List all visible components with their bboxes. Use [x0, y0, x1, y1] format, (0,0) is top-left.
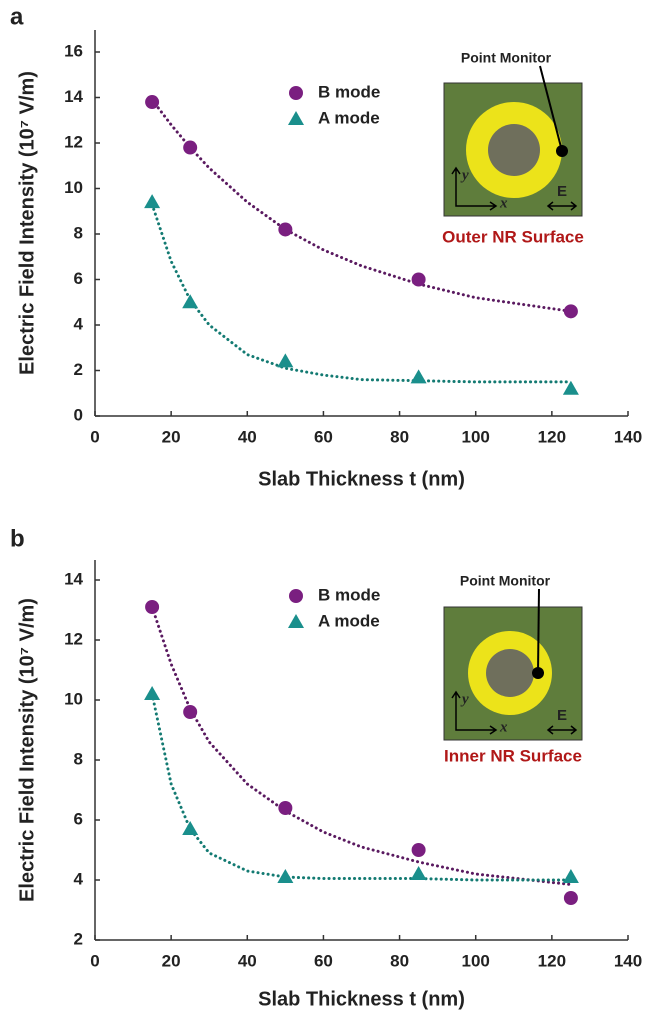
y-tick-label: 12	[64, 629, 83, 648]
inset-axes	[451, 166, 498, 211]
circle-marker	[411, 843, 426, 857]
triangle-marker	[182, 294, 199, 309]
fit-curve	[150, 202, 573, 384]
legend-marker	[289, 86, 303, 100]
panel-label: b	[10, 525, 25, 552]
inset-caption: Outer NR Surface	[442, 227, 584, 246]
legend-label: B mode	[318, 585, 380, 604]
e-arrow	[546, 725, 578, 735]
triangle-marker	[277, 869, 294, 883]
triangle-marker	[144, 686, 161, 700]
y-tick-label: 12	[64, 132, 83, 151]
monitor-dot	[532, 667, 544, 679]
triangle-marker	[410, 866, 427, 880]
inset-axes	[451, 690, 498, 735]
circle-marker	[183, 705, 198, 719]
triangle-marker	[182, 821, 199, 835]
legend-label: A mode	[318, 108, 380, 127]
y-tick-label: 4	[74, 869, 84, 888]
monitor-label: Point Monitor	[461, 50, 552, 66]
triangle-marker	[562, 380, 579, 395]
circle-marker	[411, 272, 426, 287]
triangle-marker	[410, 369, 427, 384]
triangle-marker	[144, 194, 161, 209]
x-tick-label: 0	[90, 427, 99, 446]
x-tick-label: 120	[538, 951, 566, 970]
monitor-pointer	[537, 588, 540, 674]
circle-marker	[278, 801, 293, 815]
legend-marker	[289, 589, 303, 603]
y-axis-label: Electric Field Intensity (10⁷ V/m)	[16, 71, 38, 375]
y-tick-label: 6	[74, 269, 83, 288]
circle-marker	[563, 891, 578, 905]
x-axis-label: Slab Thickness t (nm)	[258, 468, 465, 490]
x-tick-label: 20	[162, 427, 181, 446]
x-axis-label: Slab Thickness t (nm)	[258, 988, 465, 1010]
x-tick-label: 20	[162, 951, 181, 970]
x-tick-label: 60	[314, 951, 333, 970]
e-label: E	[557, 183, 567, 200]
e-arrow	[546, 201, 578, 211]
circle-marker	[563, 304, 578, 319]
legend-marker	[288, 111, 304, 125]
circle-marker	[145, 600, 160, 614]
circle-marker	[145, 95, 160, 110]
y-tick-label: 10	[64, 689, 83, 708]
triangle-marker	[562, 869, 579, 883]
circle-marker	[183, 140, 198, 155]
x-tick-label: 80	[390, 951, 409, 970]
monitor-pointer	[539, 65, 563, 152]
y-tick-label: 6	[74, 809, 83, 828]
monitor-label: Point Monitor	[460, 573, 551, 589]
y-tick-label: 10	[64, 178, 83, 197]
y-tick-label: 14	[64, 569, 83, 588]
legend-marker	[288, 614, 304, 628]
triangle-marker	[277, 353, 294, 368]
legend-label: B mode	[318, 82, 380, 101]
inset-core	[488, 124, 540, 176]
inset-y-label: y	[460, 167, 469, 183]
x-tick-label: 40	[238, 951, 257, 970]
x-tick-label: 80	[390, 427, 409, 446]
x-tick-label: 60	[314, 427, 333, 446]
inset-x-label: x	[499, 195, 508, 211]
y-tick-label: 4	[74, 314, 84, 333]
panel-label: a	[10, 3, 24, 30]
fit-curve	[150, 98, 573, 313]
y-tick-label: 2	[74, 360, 83, 379]
y-tick-label: 2	[74, 929, 83, 948]
y-tick-label: 16	[64, 41, 83, 60]
x-tick-label: 40	[238, 427, 257, 446]
y-tick-label: 14	[64, 87, 83, 106]
legend-label: A mode	[318, 611, 380, 630]
inset-core	[486, 649, 534, 697]
y-axis-label: Electric Field Intensity (10⁷ V/m)	[16, 598, 38, 902]
monitor-dot	[556, 145, 568, 157]
y-tick-label: 8	[74, 749, 83, 768]
x-tick-label: 140	[614, 951, 642, 970]
x-tick-label: 0	[90, 951, 99, 970]
inset-x-label: x	[499, 719, 508, 735]
x-tick-label: 140	[614, 427, 642, 446]
circle-marker	[278, 222, 293, 237]
y-tick-label: 0	[74, 405, 83, 424]
x-tick-label: 120	[538, 427, 566, 446]
y-tick-label: 8	[74, 223, 83, 242]
x-tick-label: 100	[462, 427, 490, 446]
x-tick-label: 100	[462, 951, 490, 970]
fit-curve	[150, 692, 573, 882]
inset-y-label: y	[460, 691, 469, 707]
e-label: E	[557, 707, 567, 724]
inset-caption: Inner NR Surface	[444, 746, 582, 765]
